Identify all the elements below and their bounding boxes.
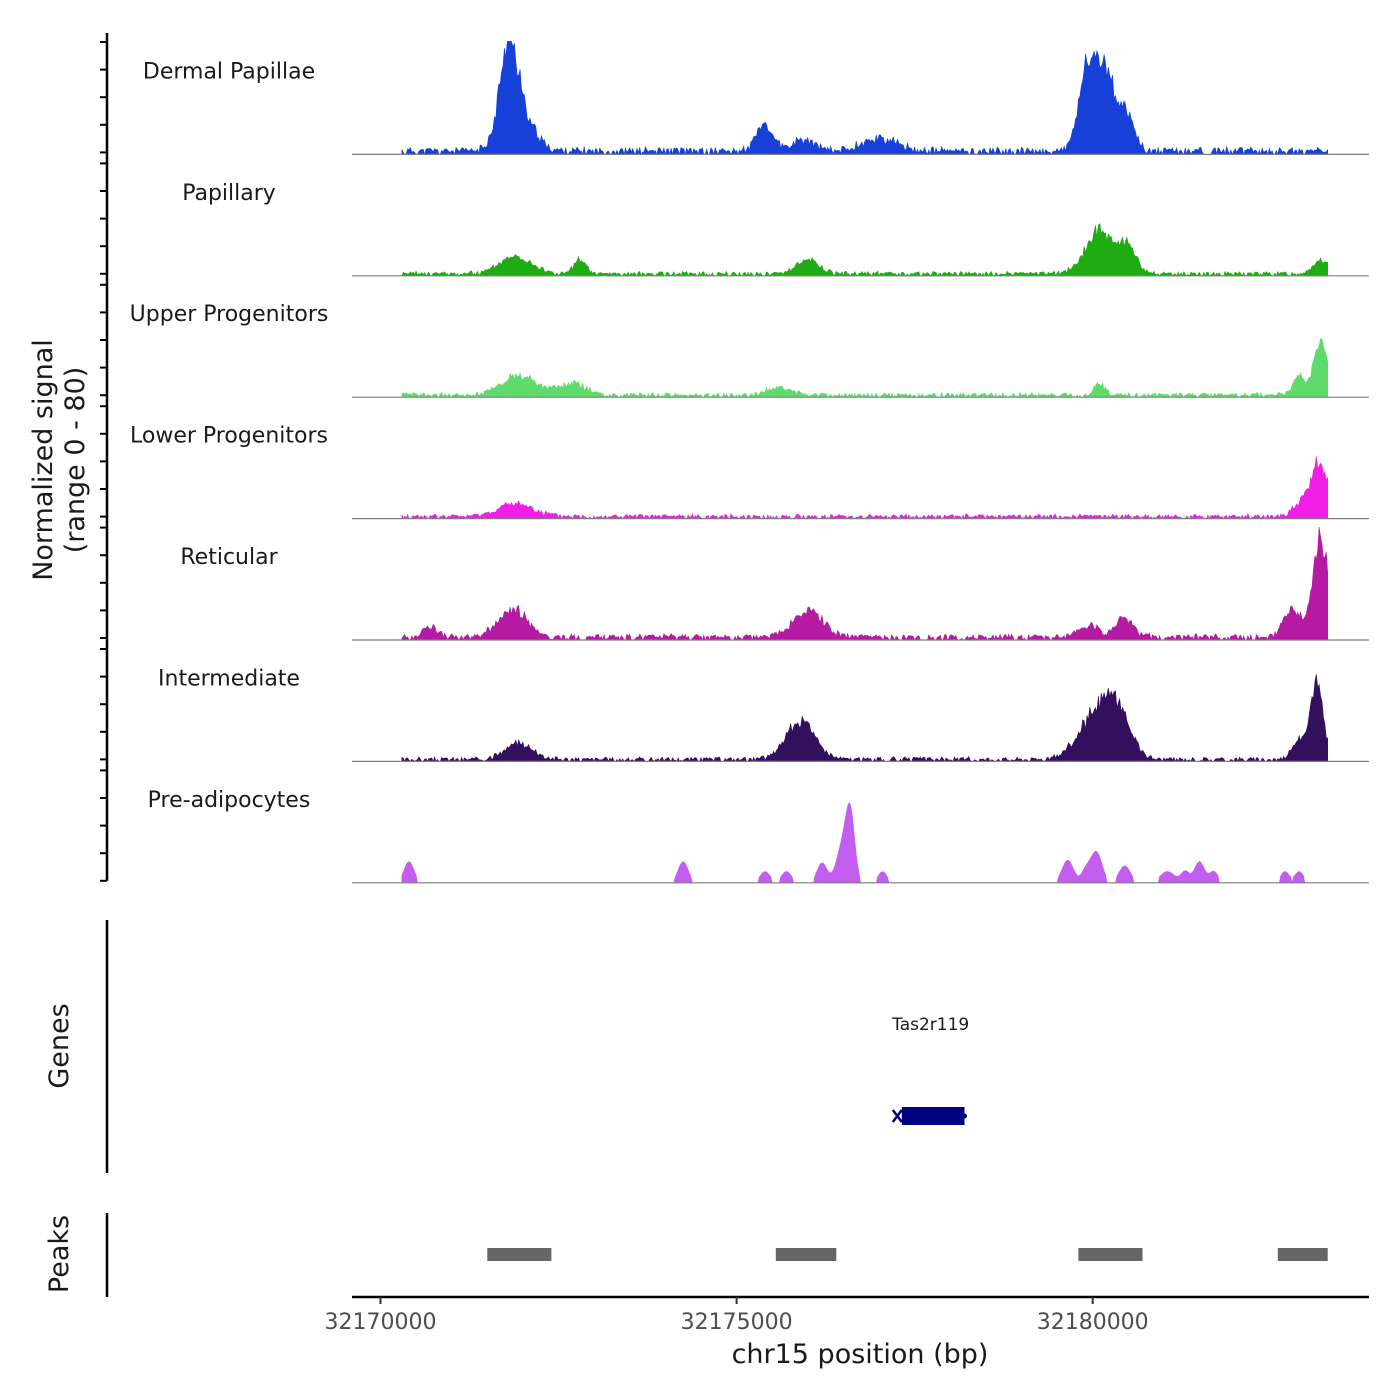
genes-panel: Tas2r119 [891,1015,969,1125]
y-axis-title: Normalized signal [28,339,59,581]
track-label: Intermediate [158,666,300,691]
track-label: Upper Progenitors [130,302,329,327]
signal-area [401,526,1328,642]
gene-tas2r119: Tas2r119 [891,1015,969,1125]
track-upper-progenitors [352,337,1369,399]
x-tick-label: 32175000 [681,1310,793,1335]
signal-area [401,222,1328,277]
genes-panel-title: Genes [44,1003,75,1088]
peak-region [775,1248,837,1261]
track-intermediate [352,674,1369,763]
y-axis-range: (range 0 - 80) [60,367,91,554]
x-axis-title: chr15 position (bp) [732,1339,989,1370]
x-tick-label: 32180000 [1037,1310,1149,1335]
signal-area [401,337,1328,399]
peaks-panel [487,1248,1328,1261]
signal-area [401,802,1328,884]
track-papillary [352,222,1369,277]
signal-area [401,456,1328,520]
gene-body [901,1107,965,1125]
gene-end-mark [961,1113,967,1119]
track-label: Dermal Papillae [143,59,315,84]
gene-strand-mark [891,1109,903,1123]
signal-area [401,674,1328,763]
track-label: Lower Progenitors [130,424,328,449]
track-label: Pre-adipocytes [148,788,311,813]
track-label: Reticular [180,545,278,570]
track-dermal-papillae [352,41,1369,156]
track-label: Papillary [182,181,276,206]
track-lower-progenitors [352,456,1369,520]
track-labels: Dermal Papillae Papillary Upper Progenitor… [130,59,329,812]
signal-y-axis [100,33,109,882]
gene-label: Tas2r119 [891,1015,969,1035]
signal-area [401,41,1328,156]
peak-region [487,1248,552,1261]
track-reticular [352,526,1369,642]
peak-region [1078,1248,1143,1261]
track-pre-adipocytes [352,802,1369,884]
x-axis: 32170000 32175000 32180000 [325,1295,1369,1335]
peaks-panel-title: Peaks [44,1215,75,1293]
peak-region [1277,1248,1328,1261]
signal-tracks [352,41,1369,884]
x-tick-label: 32170000 [325,1310,437,1335]
